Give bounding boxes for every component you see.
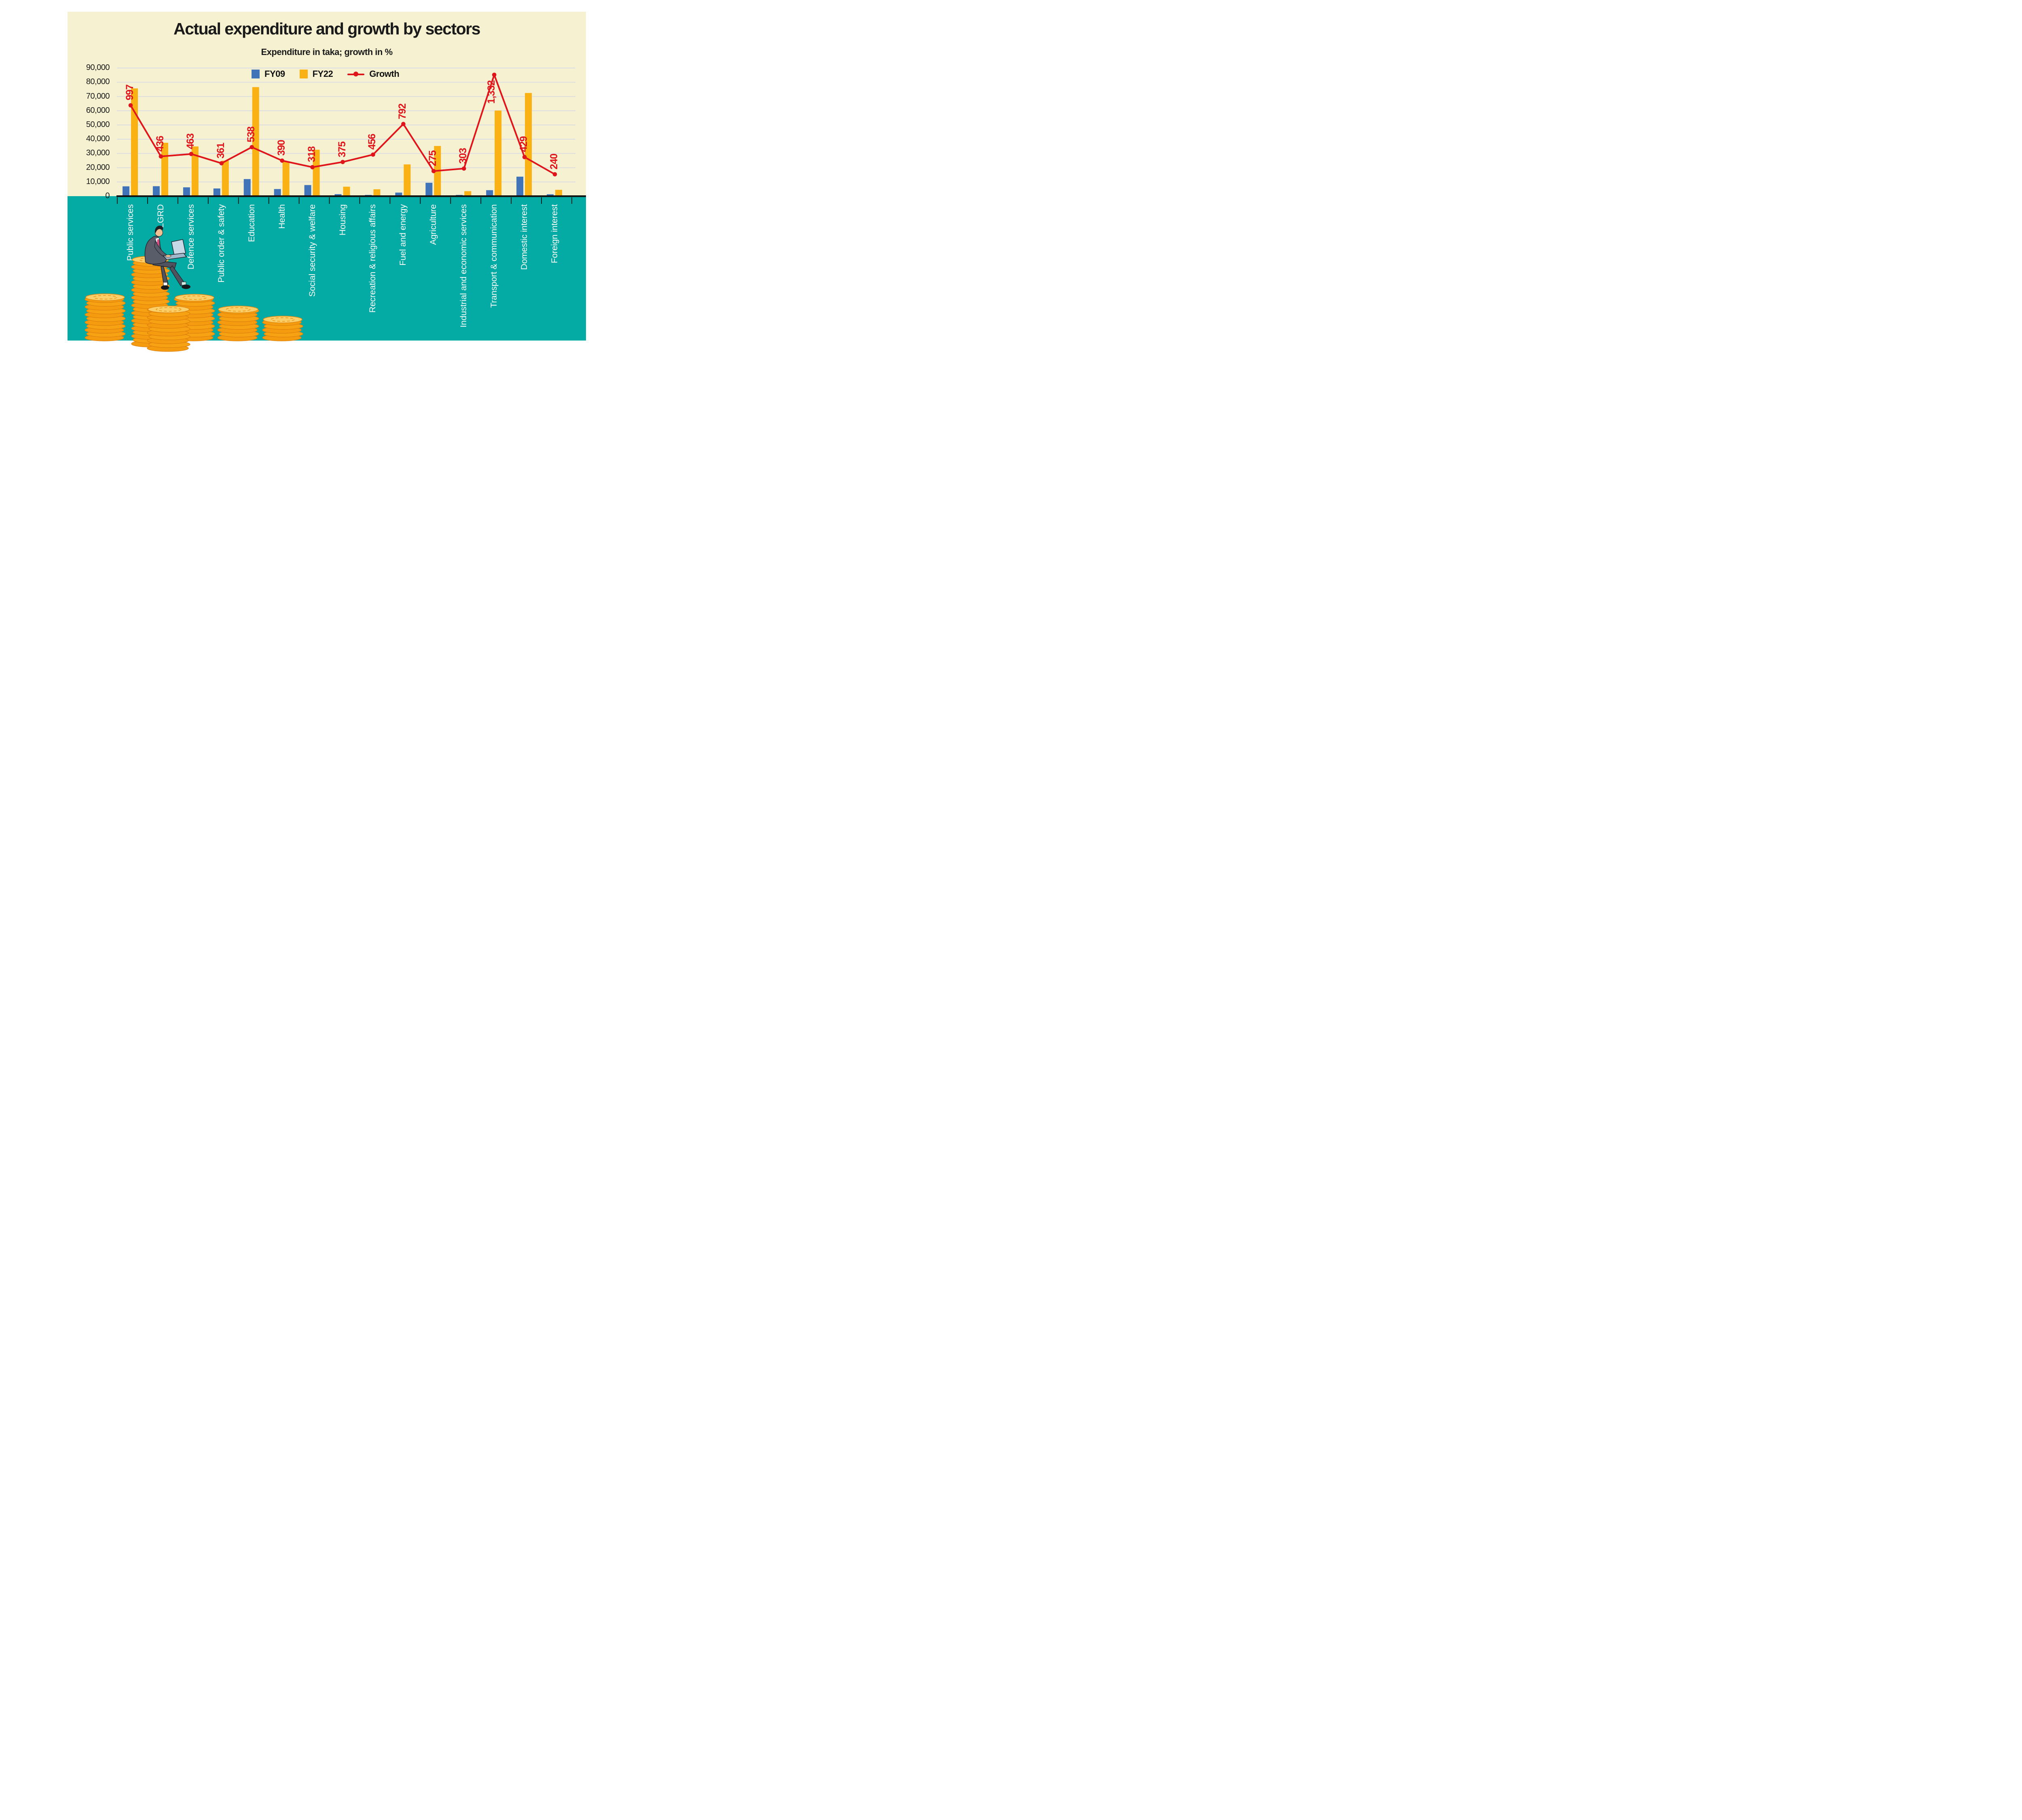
coin [147, 345, 189, 352]
x-category-label: Health [277, 204, 287, 229]
growth-value-label: 390 [275, 140, 287, 156]
y-tick-label: 40,000 [86, 134, 110, 144]
x-category-label: Recreation & religious affairs [368, 204, 378, 313]
legend-label-fy22: FY22 [312, 69, 333, 79]
growth-value-label: 361 [215, 142, 226, 159]
legend-label-fy09: FY09 [264, 69, 285, 79]
x-category-label: Industrial and economic services [459, 204, 469, 328]
x-category-label: Fuel and energy [398, 204, 408, 266]
growth-value-label: 1,332 [486, 80, 497, 104]
y-tick-label: 30,000 [86, 148, 110, 158]
growth-dot-icon [353, 72, 359, 76]
legend: FY09 FY22 Growth [252, 69, 409, 79]
y-tick-label: 80,000 [86, 77, 110, 87]
x-category-label: Transport & communication [489, 204, 499, 308]
growth-value-label: 463 [184, 133, 196, 149]
coin [148, 341, 190, 348]
growth-value-label: 429 [518, 136, 530, 152]
y-tick-label: 60,000 [86, 106, 110, 115]
legend-growth-line-dot-icon [347, 72, 365, 76]
chart-title: Actual expenditure and growth by sectors [173, 19, 480, 38]
x-category-label: Public services [126, 204, 135, 261]
x-category-label: Foreign interest [550, 204, 560, 263]
x-category-label: Defence services [186, 204, 196, 270]
x-category-label: Education [247, 204, 256, 242]
x-category-label: Domestic interest [520, 204, 529, 270]
x-category-label: Public order & safety [216, 204, 226, 283]
y-tick-label: 70,000 [86, 91, 110, 101]
x-category-label: Social security & welfare [307, 204, 317, 297]
growth-value-label: 240 [548, 154, 560, 169]
infographic-canvas: 0 10,000 20,000 30,000 40,000 50,000 60,000 70,… [0, 0, 647, 364]
y-tick-label: 0 [105, 191, 110, 200]
x-category-label: Housing [338, 204, 347, 236]
growth-value-label: 538 [245, 127, 257, 142]
growth-value-label: 275 [427, 150, 439, 167]
growth-value-label: 436 [154, 136, 166, 152]
legend-label-growth: Growth [369, 69, 400, 79]
growth-value-label: 318 [306, 146, 317, 163]
category-band-panel [68, 196, 586, 341]
y-tick-label: 90,000 [86, 63, 110, 72]
x-category-label: LGRD [156, 204, 165, 228]
growth-value-label: 303 [457, 148, 469, 164]
chart-background-panel [68, 12, 586, 196]
coin [131, 340, 168, 347]
y-tick-label: 20,000 [86, 163, 110, 172]
y-tick-label: 50,000 [86, 120, 110, 129]
growth-value-label: 456 [366, 134, 378, 150]
y-tick-label: 10,000 [86, 177, 110, 186]
growth-value-label: 375 [336, 141, 348, 157]
legend-swatch-fy22 [299, 70, 308, 78]
x-category-label: Agriculture [429, 204, 438, 245]
chart-subtitle: Expenditure in taka; growth in % [261, 47, 393, 57]
legend-swatch-fy09 [252, 70, 260, 78]
